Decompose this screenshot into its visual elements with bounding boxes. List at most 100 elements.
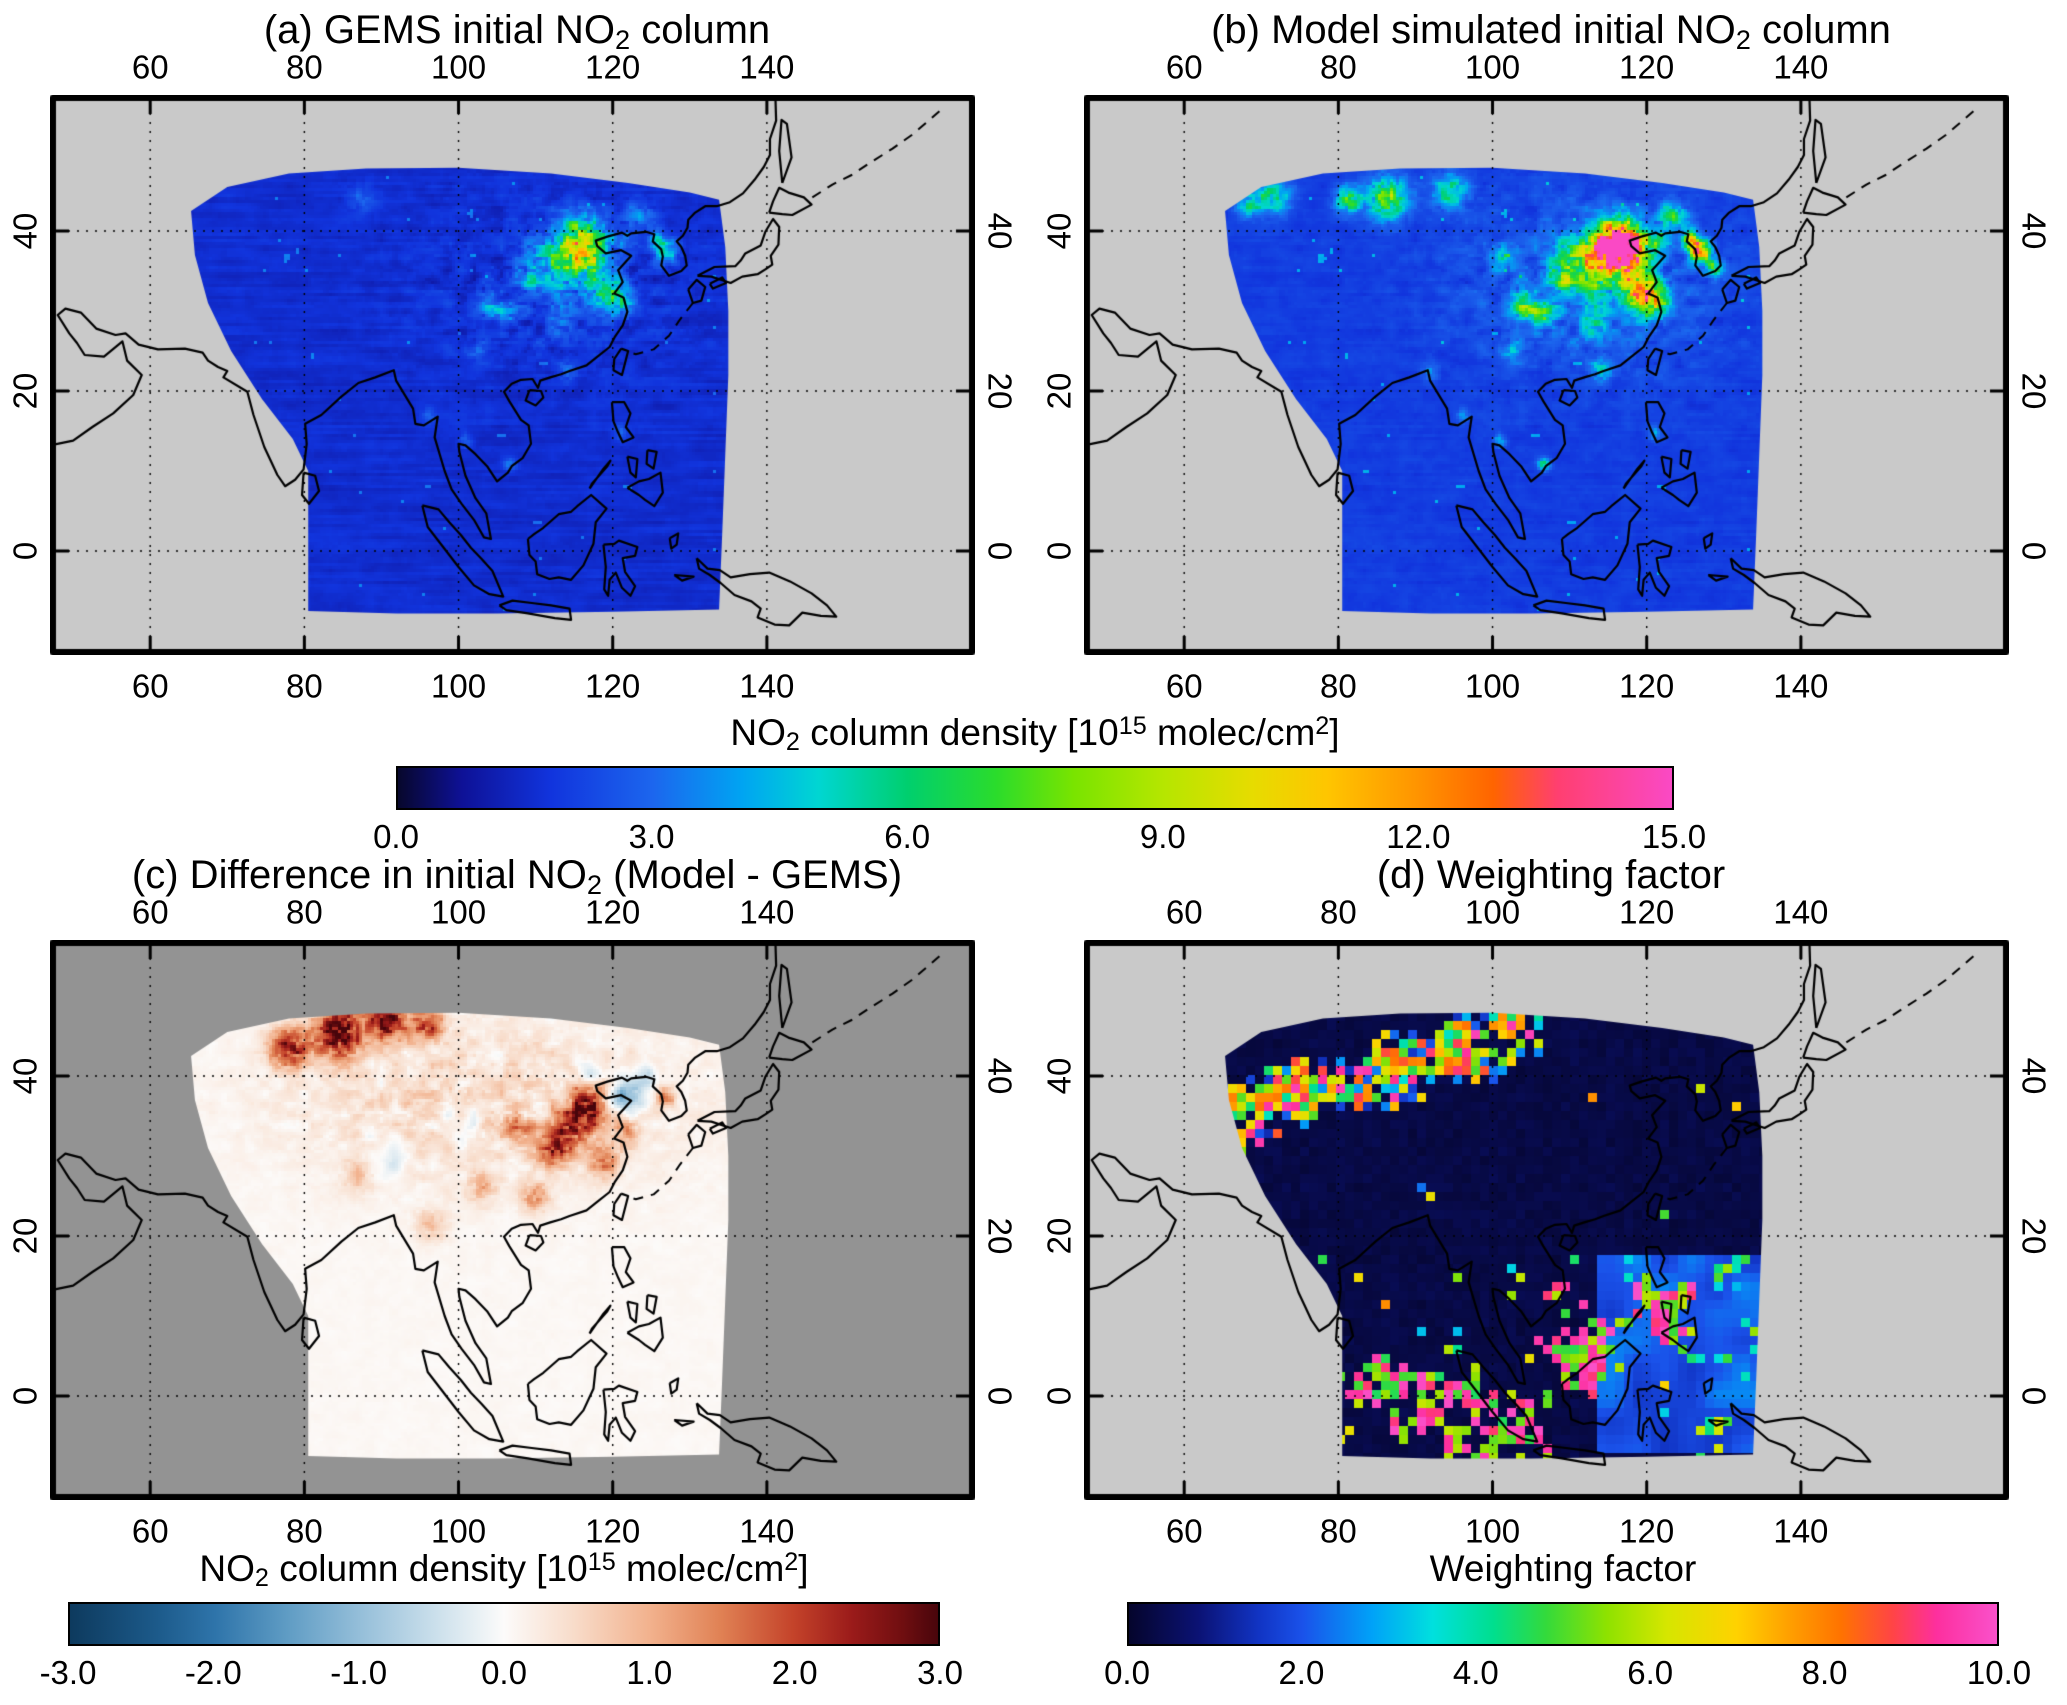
label-sub-part: 2 — [1735, 23, 1751, 55]
colorbar-diff-tick-label: -1.0 — [330, 1654, 388, 1691]
lat-tick-label-right: 0 — [2015, 1386, 2053, 1406]
lon-tick-label-top: 100 — [431, 48, 487, 86]
lat-tick-label-right: 40 — [2015, 1057, 2053, 1095]
lon-tick-label-top: 60 — [1165, 893, 1203, 931]
lon-tick-label-top: 140 — [739, 48, 795, 86]
lon-tick-label-bottom: 60 — [1165, 667, 1203, 705]
lat-tick-label-right: 20 — [2015, 372, 2053, 410]
label-sup-part: 15 — [1118, 712, 1147, 740]
label-text-part: NO — [730, 712, 786, 754]
colorbar-wf-tick-label: 8.0 — [1801, 1654, 1848, 1691]
lon-tick-label-bottom: 60 — [1165, 1512, 1203, 1550]
lon-tick-label-bottom: 100 — [431, 1512, 487, 1550]
colorbar-no2-label: NO2 column density [1015 molec/cm2] — [396, 712, 1674, 758]
colorbar-no2-tick-label: 6.0 — [884, 818, 931, 855]
lat-tick-label-left: 40 — [6, 212, 44, 250]
colorbar-wf-bar — [1127, 1602, 1999, 1646]
lon-tick-label-top: 80 — [286, 48, 323, 86]
colorbar-block-no2: NO2 column density [1015 molec/cm2] 0.0 3… — [373, 712, 1706, 858]
label-text-part: NO — [199, 1548, 255, 1590]
colorbar-wf-tick-label: 10.0 — [1966, 1654, 2032, 1691]
label-sub-part: 2 — [586, 868, 603, 900]
panel-weighting-factor-title: (d) Weighting factor — [1034, 853, 2067, 898]
label-text-part: column — [630, 8, 771, 52]
lon-tick-label-bottom: 80 — [1320, 1512, 1357, 1550]
lat-tick-label-left: 0 — [1040, 541, 1078, 561]
label-sub-part: 2 — [785, 728, 800, 757]
colorbar-wf-ticks: 0.0 2.0 4.0 6.0 8.0 10.0 — [1104, 1654, 2031, 1694]
lat-tick-label-right: 20 — [981, 1217, 1019, 1255]
lon-tick-label-bottom: 140 — [739, 1512, 795, 1550]
lat-tick-label-right: 40 — [2015, 212, 2053, 250]
colorbar-diff-tick-label: -3.0 — [39, 1654, 97, 1691]
colorbar-diff-tick-label: -2.0 — [184, 1654, 242, 1691]
lon-tick-label-top: 120 — [1619, 893, 1675, 931]
map-canvas-weighting-factor — [1084, 940, 2009, 1500]
lat-tick-label-right: 40 — [981, 1057, 1019, 1095]
lat-tick-label-right: 0 — [981, 1386, 1019, 1406]
panel-gems-title: (a) GEMS initial NO2 column — [0, 8, 1034, 56]
lon-tick-label-top: 60 — [131, 48, 169, 86]
label-text-part: ] — [1329, 712, 1340, 754]
lat-tick-label-right: 20 — [2015, 1217, 2053, 1255]
lat-tick-label-right: 0 — [2015, 541, 2053, 561]
panel-difference: (c) Difference in initial NO2 (Model - G… — [0, 845, 1034, 1551]
label-sub-part: 2 — [614, 23, 631, 55]
colorbar-no2-tick-label: 9.0 — [1139, 818, 1186, 855]
map-frame-difference — [50, 940, 975, 1500]
lon-tick-label-top: 120 — [585, 48, 641, 86]
colorbar-block-diff: NO2 column density [1015 molec/cm2] -3.0… — [40, 1548, 963, 1694]
lat-tick-label-left: 0 — [1040, 1386, 1078, 1406]
colorbar-no2-tick-label: 3.0 — [628, 818, 675, 855]
lon-tick-label-top: 100 — [431, 893, 487, 931]
panel-difference-title: (c) Difference in initial NO2 (Model - G… — [0, 853, 1034, 901]
colorbar-diff-tick-label: 0.0 — [481, 1654, 527, 1691]
lon-tick-label-top: 100 — [1465, 48, 1521, 86]
label-sub-part: 2 — [254, 1564, 269, 1593]
lon-tick-label-bottom: 120 — [585, 1512, 641, 1550]
label-sup-part: 2 — [1315, 712, 1330, 740]
colorbar-diff-ticks: -3.0 -2.0 -1.0 0.0 1.0 2.0 3.0 — [40, 1654, 963, 1694]
lon-tick-label-bottom: 100 — [431, 667, 487, 705]
lat-tick-label-left: 20 — [1040, 1217, 1078, 1255]
colorbar-diff-tick-label: 3.0 — [917, 1654, 963, 1691]
lon-tick-label-bottom: 80 — [1320, 667, 1357, 705]
label-sup-part: 15 — [587, 1548, 616, 1576]
lon-tick-label-bottom: 140 — [1773, 667, 1829, 705]
label-text-part: (Model - GEMS) — [602, 853, 903, 897]
label-text-part: column density [10 — [268, 1548, 588, 1590]
panel-model-title: (b) Model simulated initial NO2 column — [1034, 8, 2067, 56]
lon-tick-label-bottom: 120 — [1619, 667, 1675, 705]
colorbar-wf-tick-label: 0.0 — [1104, 1654, 1150, 1691]
panel-model: (b) Model simulated initial NO2 column 6… — [1034, 0, 2067, 706]
label-text-part: Weighting factor — [1429, 1548, 1697, 1589]
label-text-part: column — [1750, 8, 1891, 52]
lon-tick-label-bottom: 120 — [1619, 1512, 1675, 1550]
lat-tick-label-left: 20 — [6, 1217, 44, 1255]
lat-tick-label-left: 40 — [6, 1057, 44, 1095]
colorbar-diff-label: NO2 column density [1015 molec/cm2] — [68, 1548, 940, 1594]
label-text-part: column density [10 — [799, 712, 1119, 754]
map-canvas-difference — [50, 940, 975, 1500]
lat-tick-label-left: 20 — [6, 372, 44, 410]
lat-tick-label-left: 0 — [6, 1386, 44, 1406]
lat-tick-label-left: 40 — [1040, 1057, 1078, 1095]
map-canvas-model — [1084, 95, 2009, 655]
colorbar-block-wf: Weighting factor 0.0 2.0 4.0 6.0 8.0 10.0 — [1104, 1548, 2031, 1694]
lon-tick-label-bottom: 120 — [585, 667, 641, 705]
lon-tick-label-top: 120 — [1619, 48, 1675, 86]
lat-tick-label-right: 40 — [981, 212, 1019, 250]
lon-tick-label-bottom: 100 — [1465, 1512, 1521, 1550]
label-sup-part: 2 — [784, 1548, 799, 1576]
lon-tick-label-top: 120 — [585, 893, 641, 931]
label-text-part: ] — [798, 1548, 809, 1590]
colorbar-no2-tick-label: 0.0 — [373, 818, 419, 855]
panel-weighting-factor: (d) Weighting factor 60 60 80 80 100 100 120 12… — [1034, 845, 2067, 1551]
lon-tick-label-bottom: 80 — [286, 1512, 323, 1550]
colorbar-wf-tick-label: 4.0 — [1452, 1654, 1499, 1691]
lon-tick-label-bottom: 140 — [739, 667, 795, 705]
lon-tick-label-top: 80 — [286, 893, 323, 931]
panel-gems: (a) GEMS initial NO2 column 60 60 80 80 100 1… — [0, 0, 1034, 706]
lon-tick-label-top: 80 — [1320, 48, 1357, 86]
